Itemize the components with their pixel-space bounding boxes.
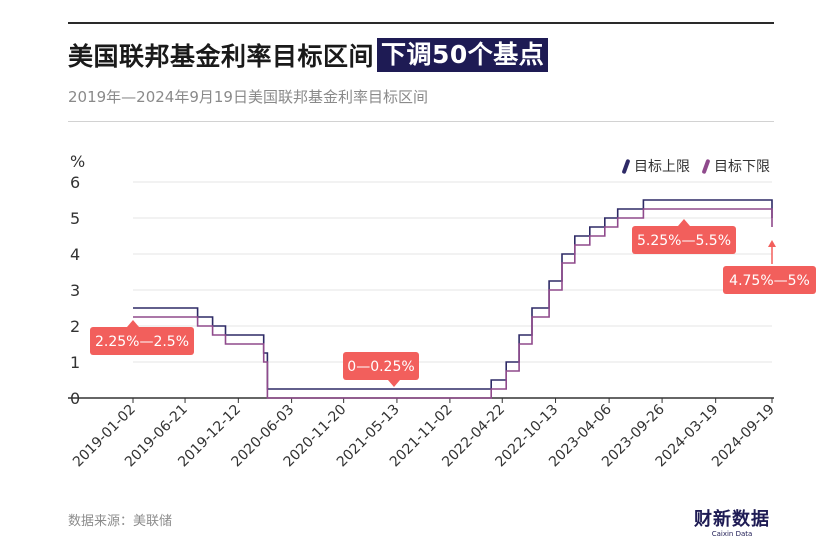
y-tick-label-3: 3 xyxy=(70,281,80,300)
legend-label-lower: 目标下限 xyxy=(714,159,770,175)
annotation-box-0 xyxy=(90,327,194,355)
chart-subtitle: 2019年—2024年9月19日美国联邦基金利率目标区间 xyxy=(68,88,428,106)
y-tick-label-5: 5 xyxy=(70,209,80,228)
legend: 目标上限 目标下限 xyxy=(610,156,770,176)
y-tick-label-4: 4 xyxy=(70,245,80,264)
data-source: 数据来源：美联储 xyxy=(68,514,173,529)
y-tick-label-1: 1 xyxy=(70,353,80,372)
subtitle-rule xyxy=(68,121,774,122)
chart-title: 美国联邦基金利率目标区间 xyxy=(68,42,375,71)
y-axis-unit: % xyxy=(70,152,85,171)
legend-item-upper: 目标上限 xyxy=(621,156,690,176)
annotation-label-2: 5.25%—5.5% xyxy=(637,233,731,249)
title-row: 美国联邦基金利率目标区间 下调50个基点 xyxy=(68,38,549,72)
top-rule xyxy=(68,22,774,24)
y-tick-label-2: 2 xyxy=(70,317,80,336)
legend-item-lower: 目标下限 xyxy=(701,156,770,176)
brand-name-en: Caixin Data xyxy=(711,530,753,538)
annotation-box-3 xyxy=(723,266,816,294)
legend-label-upper: 目标上限 xyxy=(634,159,690,175)
brand-name: 财新数据 xyxy=(694,509,770,530)
series-line-lower xyxy=(133,208,773,399)
annotation-pointer-2 xyxy=(678,219,690,226)
y-tick-label-6: 6 xyxy=(70,173,80,192)
annotation-label-1: 0—0.25% xyxy=(347,359,414,375)
annotation-pointer-0 xyxy=(127,320,139,327)
chart-title-highlight: 下调50个基点 xyxy=(377,38,549,72)
annotation-pointer-1 xyxy=(388,380,400,387)
annotation-label-3: 4.75%—5% xyxy=(729,273,810,289)
brand-logo: 财新数据 Caixin Data xyxy=(694,510,770,539)
annotation-box-1 xyxy=(343,352,419,380)
annotation-box-2 xyxy=(632,226,736,254)
annotation-arrow-head-3 xyxy=(768,240,776,247)
annotation-label-0: 2.25%—2.5% xyxy=(95,334,189,350)
